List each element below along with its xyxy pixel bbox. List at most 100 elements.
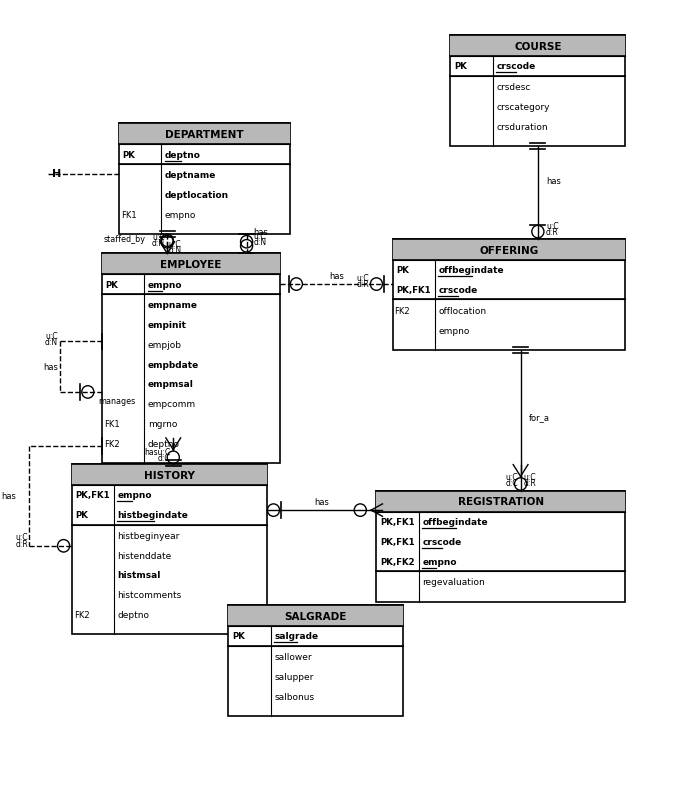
Text: FK1: FK1 bbox=[121, 211, 137, 220]
Text: H: H bbox=[52, 168, 61, 179]
Text: empbdate: empbdate bbox=[148, 360, 199, 369]
Bar bbox=[377, 492, 625, 602]
Text: d:R: d:R bbox=[546, 228, 559, 237]
Text: hasu:C: hasu:C bbox=[144, 447, 170, 456]
Text: salgrade: salgrade bbox=[274, 632, 318, 641]
Text: d:R: d:R bbox=[523, 479, 536, 488]
Text: deptno: deptno bbox=[164, 150, 200, 160]
Bar bbox=[228, 606, 404, 626]
Text: PK: PK bbox=[106, 280, 118, 290]
Text: empjob: empjob bbox=[148, 340, 181, 350]
Text: empname: empname bbox=[148, 301, 198, 310]
Text: has: has bbox=[329, 271, 344, 280]
Text: for_a: for_a bbox=[529, 413, 550, 422]
Text: sallower: sallower bbox=[274, 652, 312, 662]
Text: histbegindate: histbegindate bbox=[117, 511, 188, 520]
Bar bbox=[393, 240, 625, 350]
Text: PK: PK bbox=[396, 266, 408, 275]
Text: histbeginyear: histbeginyear bbox=[117, 531, 180, 541]
Bar bbox=[377, 492, 625, 512]
Text: d:C: d:C bbox=[505, 479, 518, 488]
Text: DEPARTMENT: DEPARTMENT bbox=[165, 130, 244, 140]
Text: empno: empno bbox=[164, 211, 196, 220]
Bar bbox=[102, 254, 280, 464]
Text: FK2: FK2 bbox=[74, 610, 89, 619]
Text: FK1: FK1 bbox=[104, 419, 119, 428]
Text: PK: PK bbox=[454, 63, 466, 71]
Text: PK,FK1: PK,FK1 bbox=[75, 491, 110, 500]
Text: offbegindate: offbegindate bbox=[422, 517, 488, 526]
Text: empmsal: empmsal bbox=[148, 380, 194, 389]
Text: PK: PK bbox=[75, 511, 88, 520]
Text: SALGRADE: SALGRADE bbox=[285, 611, 347, 621]
Text: u:C: u:C bbox=[523, 472, 536, 481]
Text: d:R: d:R bbox=[15, 539, 28, 548]
Text: PK: PK bbox=[122, 150, 135, 160]
Text: histcomments: histcomments bbox=[117, 590, 181, 599]
Text: histenddate: histenddate bbox=[117, 551, 172, 560]
Bar bbox=[228, 606, 404, 716]
Text: FK2: FK2 bbox=[395, 306, 411, 315]
Text: PK,FK1: PK,FK1 bbox=[396, 286, 431, 295]
Text: PK,FK2: PK,FK2 bbox=[380, 557, 415, 566]
Text: d:R: d:R bbox=[356, 280, 369, 289]
Bar bbox=[451, 36, 625, 147]
Text: offbegindate: offbegindate bbox=[438, 266, 504, 275]
Text: manages: manages bbox=[99, 397, 136, 406]
Text: u:C: u:C bbox=[546, 221, 559, 230]
Bar bbox=[451, 36, 625, 57]
Text: u:C: u:C bbox=[505, 472, 518, 481]
Bar bbox=[119, 124, 290, 145]
Text: empno: empno bbox=[148, 280, 182, 290]
Text: empno: empno bbox=[117, 491, 152, 500]
Text: has: has bbox=[314, 498, 329, 507]
Text: salupper: salupper bbox=[274, 672, 313, 681]
Text: u:C: u:C bbox=[15, 533, 28, 541]
Text: d:N: d:N bbox=[45, 338, 58, 346]
Text: PK: PK bbox=[232, 632, 245, 641]
Bar bbox=[102, 254, 280, 275]
Text: HISTORY: HISTORY bbox=[144, 470, 195, 480]
Text: u:C: u:C bbox=[253, 232, 266, 241]
Bar bbox=[393, 240, 625, 261]
Text: d:N: d:N bbox=[152, 239, 165, 248]
Text: EMPLOYEE: EMPLOYEE bbox=[160, 260, 221, 269]
Text: FK2: FK2 bbox=[104, 439, 119, 448]
Text: empinit: empinit bbox=[148, 321, 187, 330]
Text: deptname: deptname bbox=[164, 171, 216, 180]
Bar bbox=[119, 124, 290, 235]
Text: COURSE: COURSE bbox=[514, 42, 562, 51]
Text: crscode: crscode bbox=[438, 286, 477, 295]
Text: crscode: crscode bbox=[496, 63, 535, 71]
Text: u:C: u:C bbox=[46, 331, 58, 340]
Text: histmsal: histmsal bbox=[117, 571, 161, 580]
Text: u:C: u:C bbox=[357, 273, 369, 282]
Text: mgrno: mgrno bbox=[148, 419, 177, 428]
Text: u:C: u:C bbox=[152, 233, 165, 241]
Text: crscode: crscode bbox=[422, 537, 462, 546]
Text: crscategory: crscategory bbox=[496, 103, 550, 111]
Text: deptno: deptno bbox=[148, 439, 179, 448]
Text: has: has bbox=[546, 176, 561, 185]
Text: empno: empno bbox=[422, 557, 457, 566]
Text: PK,FK1: PK,FK1 bbox=[380, 517, 415, 526]
Text: OFFERING: OFFERING bbox=[480, 245, 539, 255]
Text: has: has bbox=[253, 228, 268, 237]
Text: u:C: u:C bbox=[168, 240, 181, 249]
Text: has: has bbox=[43, 363, 58, 371]
Text: deptlocation: deptlocation bbox=[164, 191, 228, 200]
Text: d:N: d:N bbox=[168, 246, 181, 255]
Text: regevaluation: regevaluation bbox=[422, 577, 485, 586]
Text: crsdesc: crsdesc bbox=[496, 83, 531, 92]
Text: salbonus: salbonus bbox=[274, 692, 314, 701]
Text: REGISTRATION: REGISTRATION bbox=[457, 496, 544, 507]
Bar bbox=[72, 464, 267, 485]
Text: has: has bbox=[1, 492, 17, 500]
Text: d:C: d:C bbox=[158, 453, 170, 462]
Text: empcomm: empcomm bbox=[148, 399, 196, 408]
Text: deptno: deptno bbox=[117, 610, 150, 619]
Text: staffed_by: staffed_by bbox=[104, 234, 146, 243]
Bar bbox=[72, 464, 267, 634]
Text: offlocation: offlocation bbox=[438, 306, 486, 315]
Text: d:N: d:N bbox=[253, 238, 266, 247]
